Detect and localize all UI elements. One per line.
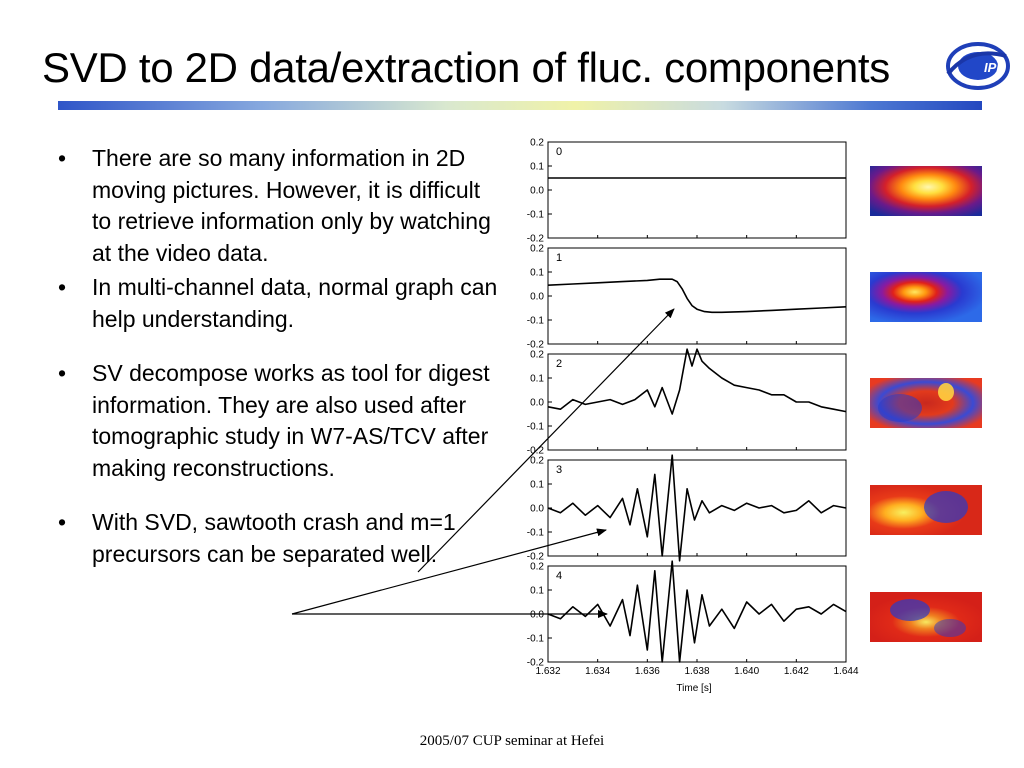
- x-tick-label: 1.644: [833, 666, 858, 677]
- title-rule: [58, 101, 982, 110]
- y-tick-label: -0.1: [527, 422, 545, 433]
- x-axis-label: Time [s]: [676, 683, 711, 694]
- mode-panel-2: 0.20.10.0-0.1-0.22: [527, 348, 847, 457]
- panel-label: 2: [556, 358, 562, 370]
- logo-text: IPP: [984, 60, 1005, 75]
- bullet-marker: •: [58, 145, 67, 171]
- y-tick-label: -0.1: [527, 528, 545, 539]
- mode-panel-0: 0.2 0.1 0.0 -0.1 -0.2 0: [527, 138, 847, 245]
- bullet-text: In multi-channel data, normal graph can …: [92, 274, 498, 332]
- y-tick-label: 0.1: [530, 374, 544, 385]
- y-tick-label: -0.1: [527, 210, 545, 221]
- mode-image-4: [870, 592, 982, 642]
- x-tick-label: 1.638: [684, 666, 709, 677]
- y-tick-label: 0.2: [530, 350, 544, 361]
- mode-series-line: [547, 560, 847, 663]
- bullet-text: SV decompose works as tool for digest in…: [92, 360, 490, 481]
- x-tick-label: 1.634: [585, 666, 610, 677]
- x-tick-label: 1.632: [535, 666, 560, 677]
- mode-image-2: [870, 378, 982, 428]
- y-tick-label: -0.2: [527, 658, 545, 669]
- bullet-marker: •: [58, 509, 67, 535]
- x-tick-label: 1.642: [784, 666, 809, 677]
- mode-series-line: [547, 278, 847, 314]
- bullet-marker: •: [58, 360, 67, 386]
- y-tick-label: -0.1: [527, 316, 545, 327]
- mode-series-line: [547, 348, 847, 415]
- y-tick-label: 0.0: [530, 504, 544, 515]
- y-tick-label: 0.2: [530, 456, 544, 467]
- y-tick-label: 0.1: [530, 586, 544, 597]
- pointer-arrow-mode-3: [291, 528, 607, 615]
- y-tick-label: 0.0: [530, 186, 544, 197]
- bullet-item: • In multi-channel data, normal graph can…: [58, 272, 503, 335]
- bullet-item: • SV decompose works as tool for digest i…: [58, 358, 503, 484]
- y-tick-label: -0.1: [527, 634, 545, 645]
- y-tick-label: -0.2: [527, 340, 545, 351]
- panel-label: 4: [556, 570, 562, 582]
- y-tick-label: 0.2: [530, 562, 544, 573]
- panel-label: 0: [556, 146, 562, 158]
- mode-image-0: [870, 166, 982, 216]
- y-tick-label: 0.2: [530, 244, 544, 255]
- panel-label: 1: [556, 252, 562, 264]
- pointer-arrow-mode-1: [417, 308, 675, 573]
- mode-panel-1: 0.2 0.1 0.0 -0.1 -0.2 1: [527, 244, 847, 351]
- y-tick-label: 0.1: [530, 268, 544, 279]
- mode-series-line: [547, 454, 847, 562]
- panel-frame: [547, 459, 847, 557]
- mode-image-3: [870, 485, 982, 535]
- y-tick-label: 0.0: [530, 292, 544, 303]
- panel-label: 3: [556, 464, 562, 476]
- slide-title: SVD to 2D data/extraction of fluc. compo…: [42, 44, 890, 91]
- y-tick-label: 0.1: [530, 480, 544, 491]
- bullet-text: There are so many information in 2D movi…: [92, 145, 491, 266]
- slide-footer: 2005/07 CUP seminar at Hefei: [419, 733, 605, 749]
- y-tick-label: 0.1: [530, 162, 544, 173]
- x-tick-label: 1.636: [635, 666, 660, 677]
- y-tick-label: -0.2: [527, 234, 545, 245]
- x-tick-label: 1.640: [734, 666, 759, 677]
- y-tick-label: 0.0: [530, 610, 544, 621]
- bullet-item: • With SVD, sawtooth crash and m=1 precur…: [58, 507, 503, 570]
- panel-frame: [547, 141, 847, 239]
- y-tick-label: -0.2: [527, 552, 545, 563]
- ipp-logo: IPP: [946, 42, 1010, 90]
- bullet-list: • There are so many information in 2D mov…: [58, 143, 503, 570]
- bullet-marker: •: [58, 274, 67, 300]
- panel-frame: [547, 247, 847, 345]
- bullet-text: With SVD, sawtooth crash and m=1 precurs…: [92, 509, 456, 567]
- mode-image-1: [870, 272, 982, 322]
- y-tick-label: 0.0: [530, 398, 544, 409]
- y-tick-label: 0.2: [530, 138, 544, 149]
- mode-panel-3: 0.2 0.1 0.0 -0.1 -0.2 3: [527, 454, 847, 563]
- mode-panel-4: 0.2 0.1 0.0 -0.1 -0.2 4: [527, 560, 847, 669]
- bullet-item: • There are so many information in 2D mov…: [58, 143, 503, 269]
